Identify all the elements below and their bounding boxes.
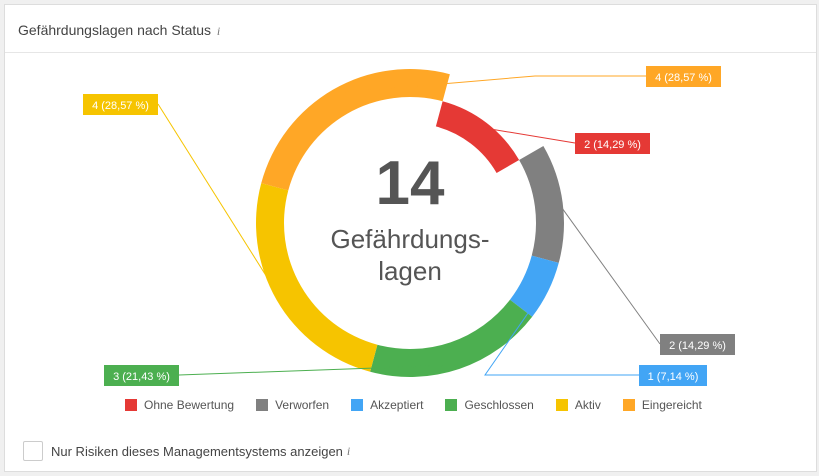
management-system-checkbox[interactable] — [23, 441, 43, 461]
legend-item[interactable]: Verworfen — [256, 398, 329, 412]
chart-widget: Gefährdungslagen nach Status i 2 (14,29 … — [4, 4, 817, 472]
data-labels: 2 (14,29 %) 2 (14,29 %) 1 (7,14 %) 3 (21,43… — [83, 66, 735, 386]
donut-slices — [255, 69, 564, 377]
leader-line — [334, 75, 646, 94]
legend-swatch — [256, 399, 269, 411]
leader-line — [157, 103, 281, 299]
slice-aktiv[interactable] — [255, 183, 378, 372]
slice-ohne-bewertung[interactable] — [435, 101, 520, 173]
legend-label: Ohne Bewertung — [144, 398, 235, 412]
legend-item[interactable]: Akzeptiert — [351, 398, 423, 412]
legend-swatch — [445, 399, 458, 411]
center-label-line1: Gefährdungs- — [331, 224, 490, 254]
chart-legend: Ohne Bewertung Verworfen Akzeptiert Geschlo… — [125, 398, 724, 412]
legend-label: Verworfen — [275, 398, 330, 412]
footer-option: Nur Risiken dieses Managementsystems anz… — [23, 441, 350, 461]
data-label-box — [639, 365, 707, 386]
legend-label: Eingereicht — [641, 398, 702, 412]
leader-line — [178, 364, 459, 376]
legend-swatch — [622, 399, 635, 411]
legend-swatch — [555, 399, 568, 411]
leader-lines — [157, 75, 661, 376]
legend-label: Akzeptiert — [370, 398, 424, 412]
data-label: 2 (14,29 %) — [584, 139, 641, 151]
data-label: 4 (28,57 %) — [655, 72, 712, 84]
checkbox-label: Nur Risiken dieses Managementsystems anz… — [51, 443, 343, 459]
center-label-line2: lagen — [378, 256, 442, 286]
legend-swatch — [351, 399, 364, 411]
slice-eingereicht[interactable] — [261, 69, 450, 191]
legend-item[interactable]: Geschlossen — [445, 398, 534, 412]
data-label: 3 (21,43 %) — [113, 371, 170, 383]
widget-title-text: Gefährdungslagen nach Status — [18, 22, 212, 38]
data-label-box — [104, 365, 179, 386]
footer-info-icon[interactable]: i — [346, 443, 351, 458]
data-label: 2 (14,29 %) — [669, 340, 726, 352]
legend-item[interactable]: Ohne Bewertung — [125, 398, 234, 412]
data-label: 1 (7,14 %) — [648, 371, 699, 383]
legend-label: Geschlossen — [464, 398, 534, 412]
data-label-box — [660, 334, 735, 355]
legend-item[interactable]: Eingereicht — [622, 398, 702, 412]
legend-item[interactable]: Aktiv — [555, 398, 601, 412]
slice-geschlossen[interactable] — [370, 299, 533, 377]
data-label-box — [646, 66, 721, 87]
data-label: 4 (28,57 %) — [92, 100, 149, 112]
slice-akzeptiert[interactable] — [509, 255, 559, 317]
legend-swatch — [125, 399, 137, 411]
donut-chart: 2 (14,29 %) 2 (14,29 %) 1 (7,14 %) 3 (21,43… — [83, 66, 735, 386]
widget-header: Gefährdungslagen nach Status i — [5, 5, 816, 53]
center-total: 14 — [376, 149, 445, 218]
leader-line — [482, 127, 576, 144]
leader-line — [484, 289, 639, 376]
widget-title: Gefährdungslagen nach Status i — [18, 22, 220, 39]
data-label-box — [575, 133, 650, 154]
slice-verworfen[interactable] — [519, 146, 564, 263]
leader-line — [558, 203, 661, 345]
legend-label: Aktiv — [574, 398, 601, 412]
data-label-box — [83, 94, 158, 115]
info-icon[interactable]: i — [216, 24, 221, 38]
